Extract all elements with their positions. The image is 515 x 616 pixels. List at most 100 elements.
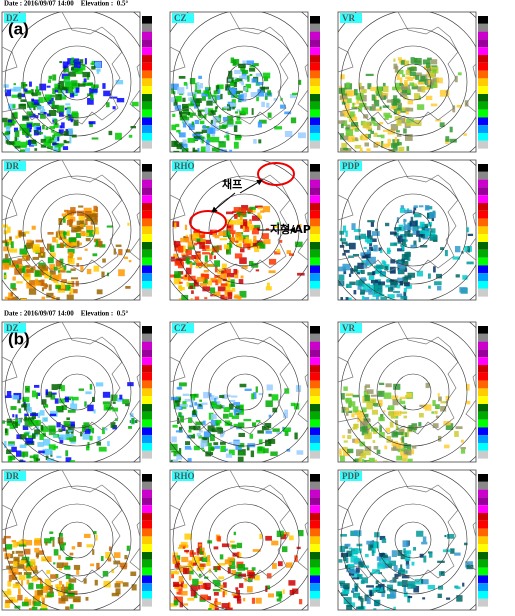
- echo: [207, 425, 215, 432]
- echo: [130, 571, 137, 577]
- echo: [222, 296, 228, 300]
- label-box: [172, 161, 194, 171]
- echo: [3, 547, 7, 552]
- color-step: [478, 443, 488, 451]
- echo: [181, 103, 189, 111]
- echo: [110, 96, 118, 99]
- echo: [58, 541, 64, 545]
- color-step: [142, 591, 152, 599]
- echo: [401, 74, 405, 78]
- echo: [425, 95, 433, 101]
- color-step: [310, 78, 320, 87]
- echo: [226, 272, 235, 278]
- echo: [58, 273, 62, 280]
- echo: [71, 240, 77, 246]
- echo: [245, 88, 249, 93]
- echo: [395, 432, 404, 436]
- echo: [385, 383, 392, 388]
- color-step: [310, 513, 320, 521]
- echo: [86, 268, 92, 275]
- echo: [432, 69, 437, 74]
- echo: [343, 440, 348, 443]
- echo: [345, 230, 348, 237]
- echo: [406, 118, 414, 123]
- echo: [249, 73, 253, 77]
- echo: [50, 394, 56, 400]
- panel-label: RHO: [174, 161, 195, 171]
- echo: [23, 548, 31, 555]
- echo: [363, 114, 369, 119]
- color-step: [478, 39, 488, 48]
- echo: [64, 396, 69, 403]
- coastline: [338, 12, 476, 125]
- echo: [69, 460, 75, 462]
- echo: [96, 289, 103, 295]
- echo: [198, 403, 202, 407]
- echo: [353, 89, 358, 96]
- echo: [348, 255, 354, 258]
- echo: [236, 218, 244, 225]
- color-step: [478, 226, 488, 235]
- echo: [413, 93, 420, 101]
- echo: [422, 597, 426, 600]
- echo: [32, 244, 40, 250]
- echo: [189, 262, 193, 269]
- echo: [183, 567, 190, 575]
- echo: [12, 421, 18, 428]
- echo: [405, 69, 411, 76]
- echo: [276, 431, 282, 435]
- label-box: [340, 323, 362, 333]
- color-step: [478, 372, 488, 381]
- echo: [59, 258, 64, 266]
- echo: [183, 583, 188, 589]
- echo: [382, 460, 389, 462]
- echo: [19, 123, 28, 131]
- echo: [71, 546, 76, 550]
- echo: [409, 220, 418, 227]
- echo: [70, 277, 79, 280]
- echo: [179, 382, 187, 387]
- echo: [365, 73, 374, 77]
- echo: [56, 406, 63, 411]
- echo: [190, 590, 196, 597]
- echo: [391, 431, 399, 438]
- echo: [383, 85, 389, 93]
- echo: [175, 123, 180, 128]
- echo: [75, 233, 82, 239]
- echo: [171, 124, 177, 131]
- echo: [52, 134, 56, 141]
- annotation: 채프: [222, 177, 242, 191]
- echo: [115, 132, 122, 140]
- echo: [53, 146, 59, 152]
- panel-label: DZ: [6, 13, 19, 23]
- echo: [52, 88, 56, 95]
- echo: [387, 294, 395, 299]
- echo: [80, 63, 86, 71]
- echo: [66, 417, 70, 421]
- echo: [198, 75, 203, 79]
- range-ring: [376, 193, 450, 267]
- echo: [54, 398, 59, 404]
- color-step: [142, 598, 152, 607]
- echo: [399, 396, 406, 400]
- echo: [65, 429, 70, 436]
- echo: [434, 410, 438, 415]
- echo: [3, 535, 11, 539]
- echo: [84, 58, 87, 65]
- echo: [365, 259, 369, 266]
- echo: [106, 102, 110, 108]
- echo: [375, 108, 382, 112]
- echo: [203, 431, 211, 438]
- echo: [11, 550, 15, 554]
- range-ring: [358, 337, 468, 447]
- echo: [191, 262, 196, 266]
- color-step: [310, 195, 320, 203]
- echo: [444, 249, 448, 257]
- echo: [227, 567, 231, 574]
- echo: [343, 386, 348, 391]
- echo: [389, 266, 396, 274]
- color-step: [478, 520, 488, 529]
- color-step: [310, 591, 320, 599]
- echo: [361, 260, 368, 266]
- echo: [246, 445, 250, 451]
